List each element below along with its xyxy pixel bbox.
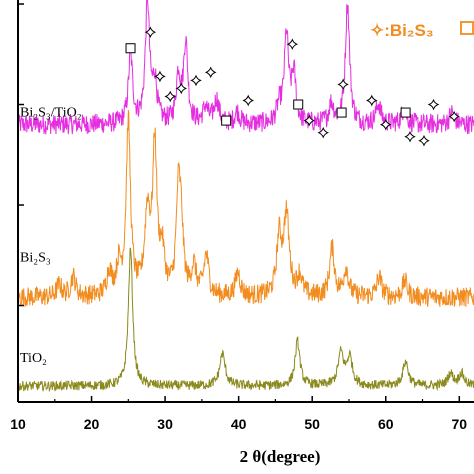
marker-layer: [125, 26, 460, 147]
x-tick-label-70: 70: [452, 416, 468, 432]
diamond-marker-15: [427, 98, 440, 111]
x-tick-label-60: 60: [378, 416, 394, 432]
x-tick-label-50: 50: [304, 416, 320, 432]
square-marker-2: [293, 99, 304, 110]
x-tick-label-30: 30: [157, 416, 173, 432]
square-marker-4: [400, 107, 411, 118]
tick-layer: 10 20 30 40 50 60 70: [10, 3, 468, 432]
diamond-marker-5: [204, 66, 217, 79]
sample-label-tio2: TiO₂: [20, 351, 47, 366]
legend: ✧:Bi₂S₃: [370, 21, 474, 40]
x-tick-label-10: 10: [10, 416, 26, 432]
diamond-marker-9: [317, 126, 330, 139]
square-marker-0: [125, 43, 136, 54]
square-marker-1: [221, 115, 232, 126]
diamond-marker-14: [418, 134, 430, 147]
x-tick-label-40: 40: [231, 416, 247, 432]
diamond-marker-13: [404, 130, 416, 143]
diamond-marker-8: [303, 114, 316, 127]
series-line-2: [17, 247, 474, 393]
x-axis-title: 2 θ(degree): [240, 447, 321, 466]
sample-label-bi2s3: Bi₂S₃: [20, 250, 51, 265]
label-layer: Bi₂S₃/TiO₂ Bi₂S₃ TiO₂: [20, 106, 82, 366]
sample-label-bi2s3-tio2: Bi₂S₃/TiO₂: [20, 106, 82, 121]
diamond-marker-10: [337, 78, 349, 91]
diamond-marker-6: [242, 94, 255, 107]
diamond-marker-16: [448, 110, 460, 123]
axes-layer: [17, 0, 474, 403]
diamond-marker-2: [164, 90, 177, 103]
diamond-marker-3: [175, 82, 188, 95]
series-line-0: [17, 0, 474, 135]
series-line-1: [17, 110, 474, 307]
diamond-marker-12: [379, 118, 392, 131]
diamond-marker-0: [144, 26, 157, 38]
series-layer: [17, 0, 474, 393]
diamond-marker-7: [286, 38, 299, 51]
diamond-marker-4: [190, 74, 202, 87]
legend-square-marker-icon: [460, 21, 474, 35]
square-marker-3: [336, 107, 347, 118]
diamond-marker-1: [154, 70, 166, 83]
x-tick-label-20: 20: [84, 416, 100, 432]
diamond-marker-11: [365, 94, 378, 107]
legend-entry-bi2s3: ✧:Bi₂S₃: [370, 21, 434, 40]
